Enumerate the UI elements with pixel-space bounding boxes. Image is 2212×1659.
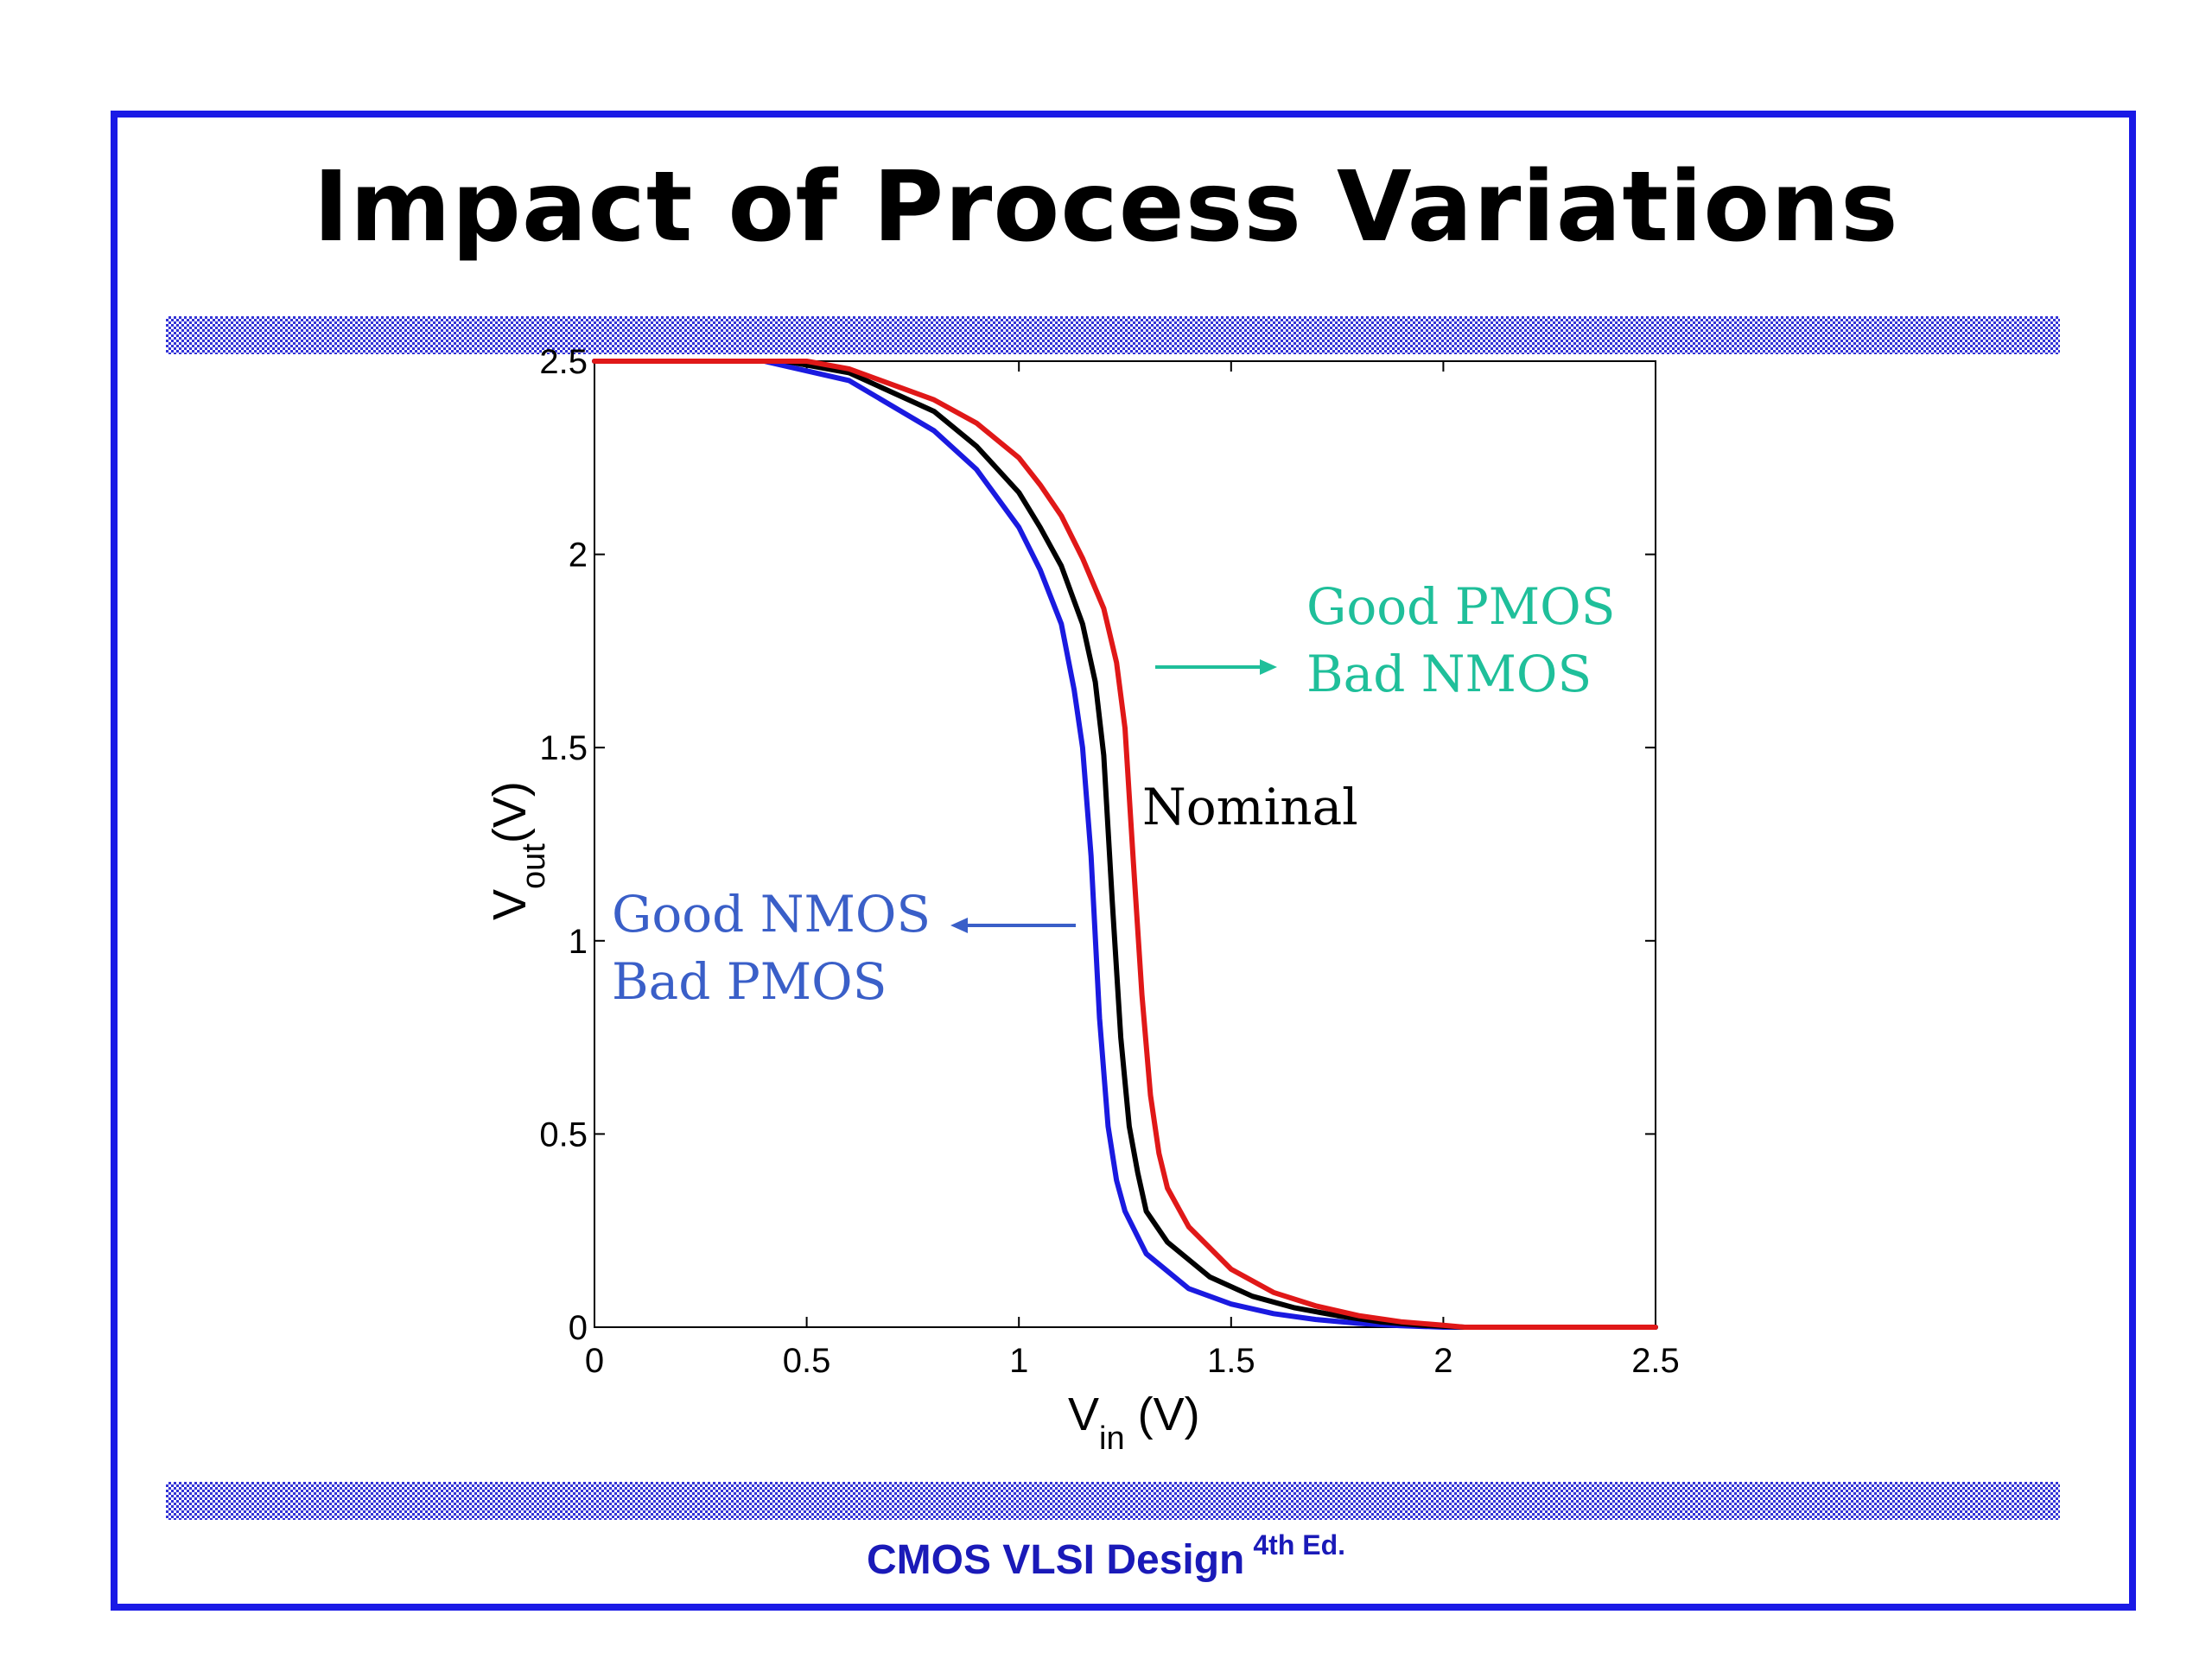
series-line-black <box>592 359 1658 1330</box>
x-tick-label: 1.5 <box>1207 1342 1255 1380</box>
x-axis-ticks: 0 0.5 1 1.5 2 2.5 <box>585 361 1680 1380</box>
y-tick-label: 2.5 <box>539 343 588 381</box>
x-axis-label-main: V <box>1068 1389 1099 1440</box>
annotation-good-nmos: Good NMOS <box>612 885 931 944</box>
y-tick-label: 0.5 <box>539 1116 588 1154</box>
x-axis-label-unit: (V) <box>1125 1389 1200 1440</box>
x-axis-label: Vin (V) <box>1068 1389 1200 1457</box>
slide-footer: CMOS VLSI Design 4th Ed. <box>0 1529 2212 1584</box>
bottom-decorative-bar <box>166 1482 2060 1520</box>
arrow-right-icon <box>1155 659 1277 675</box>
x-tick-label: 0 <box>585 1342 604 1380</box>
annotation-nominal: Nominal <box>1142 778 1358 836</box>
arrow-left-icon <box>950 918 1076 933</box>
series-layer <box>592 359 1658 1330</box>
series-line-red <box>592 359 1658 1330</box>
y-axis-label-unit: (V) <box>484 781 536 843</box>
x-tick-label: 2 <box>1433 1342 1452 1380</box>
annotation-bad-nmos: Bad NMOS <box>1306 645 1592 703</box>
x-axis-label-sub: in <box>1099 1421 1125 1457</box>
slide-title: Impact of Process Variations <box>313 151 1899 264</box>
y-axis-ticks: 0 0.5 1 1.5 2 2.5 <box>539 343 1656 1347</box>
y-axis-label: Vout(V) <box>484 781 552 920</box>
y-axis-label-sub: out <box>516 843 552 889</box>
x-tick-label: 0.5 <box>783 1342 831 1380</box>
slide-frame <box>111 111 2136 1611</box>
y-tick-label: 0 <box>569 1309 588 1347</box>
y-tick-label: 1 <box>569 923 588 961</box>
footer-title: CMOS VLSI Design <box>866 1537 1245 1583</box>
y-tick-label: 1.5 <box>539 729 588 767</box>
plot-area <box>594 360 1656 1328</box>
y-tick-label: 2 <box>569 537 588 575</box>
series-line-blue <box>592 359 1658 1330</box>
annotation-bad-pmos: Bad PMOS <box>612 952 887 1011</box>
x-tick-label: 2.5 <box>1631 1342 1680 1380</box>
footer-edition: 4th Ed. <box>1253 1529 1346 1560</box>
y-axis-label-main: V <box>484 889 536 920</box>
x-tick-label: 1 <box>1009 1342 1028 1380</box>
top-decorative-bar <box>166 316 2060 354</box>
annotation-good-pmos: Good PMOS <box>1306 577 1615 636</box>
